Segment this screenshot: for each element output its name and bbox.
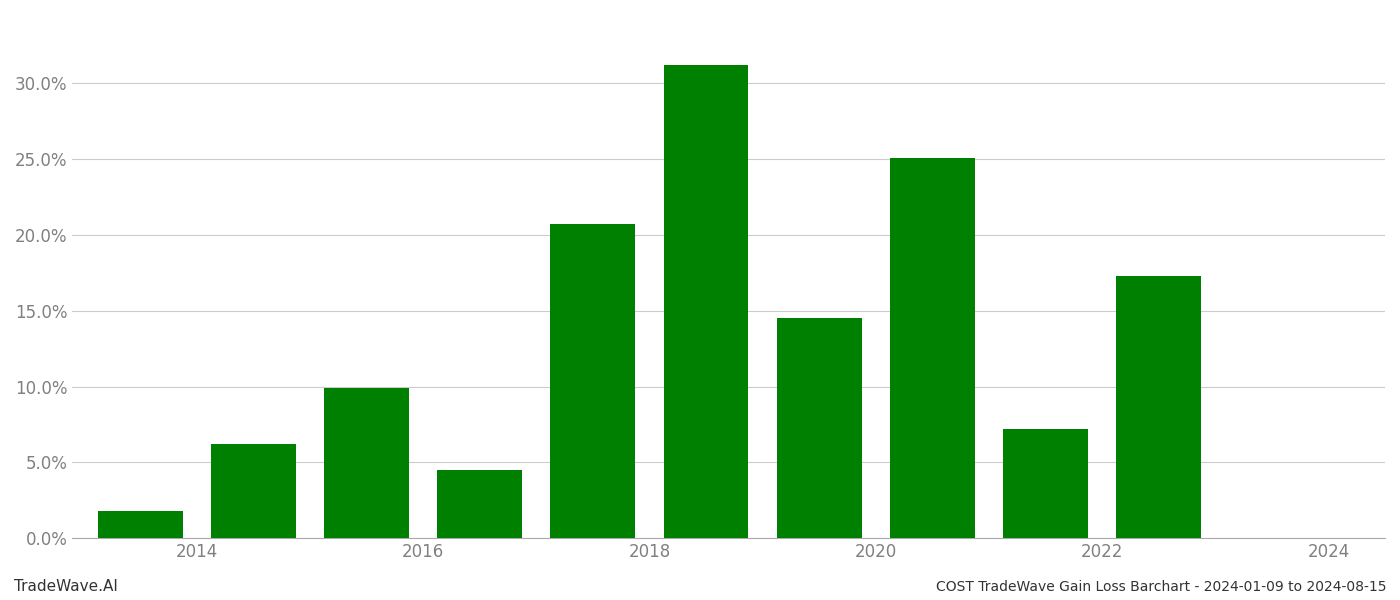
Bar xyxy=(664,65,749,538)
Text: COST TradeWave Gain Loss Barchart - 2024-01-09 to 2024-08-15: COST TradeWave Gain Loss Barchart - 2024… xyxy=(935,580,1386,594)
Bar xyxy=(98,511,182,538)
Bar xyxy=(325,388,409,538)
Bar xyxy=(550,224,636,538)
Bar xyxy=(211,444,295,538)
Bar xyxy=(437,470,522,538)
Bar xyxy=(777,318,861,538)
Bar xyxy=(1116,276,1201,538)
Text: TradeWave.AI: TradeWave.AI xyxy=(14,579,118,594)
Bar xyxy=(1002,429,1088,538)
Bar xyxy=(890,158,974,538)
